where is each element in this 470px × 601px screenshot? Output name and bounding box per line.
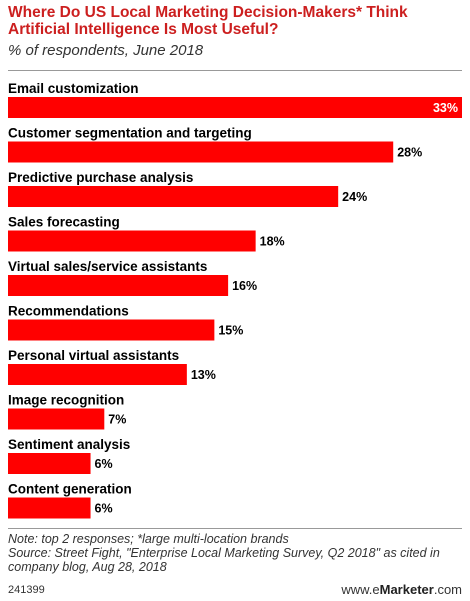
category-label: Sentiment analysis bbox=[8, 437, 130, 452]
bar bbox=[8, 141, 394, 163]
note-text: Note: top 2 responses; *large multi-loca… bbox=[8, 532, 289, 546]
bar bbox=[8, 230, 256, 252]
value-label: 13% bbox=[191, 368, 216, 382]
brand-suffix: .com bbox=[433, 582, 462, 597]
value-label: 28% bbox=[397, 146, 422, 160]
value-label: 24% bbox=[342, 190, 367, 204]
category-label: Recommendations bbox=[8, 304, 129, 319]
top-divider bbox=[8, 70, 462, 71]
category-label: Virtual sales/service assistants bbox=[8, 259, 207, 274]
value-label: 18% bbox=[260, 235, 285, 249]
value-label: 7% bbox=[108, 413, 126, 427]
bar bbox=[8, 319, 215, 341]
bar bbox=[8, 97, 462, 118]
bar bbox=[8, 497, 91, 519]
brand-name: Marketer bbox=[379, 582, 434, 597]
value-label: 33% bbox=[433, 101, 458, 115]
chart-notes: Note: top 2 responses; *large multi-loca… bbox=[8, 532, 464, 574]
bottom-divider bbox=[8, 528, 462, 529]
source-text: Source: Street Fight, "Enterprise Local … bbox=[8, 546, 440, 574]
category-label: Image recognition bbox=[8, 393, 124, 408]
bar-chart: Email customization 33% Customer segmentat… bbox=[8, 81, 462, 519]
bar bbox=[8, 453, 91, 474]
value-label: 15% bbox=[218, 324, 243, 338]
brand-logo: www.eMarketer.com bbox=[341, 582, 462, 597]
category-label: Personal virtual assistants bbox=[8, 348, 179, 363]
bar bbox=[8, 408, 105, 430]
bar bbox=[8, 275, 229, 296]
category-label: Predictive purchase analysis bbox=[8, 170, 193, 185]
brand-e: e bbox=[372, 582, 380, 597]
bar bbox=[8, 186, 339, 207]
category-label: Customer segmentation and targeting bbox=[8, 126, 252, 141]
category-label: Content generation bbox=[8, 482, 132, 497]
chart-subtitle: % of respondents, June 2018 bbox=[8, 42, 204, 59]
value-label: 16% bbox=[232, 279, 257, 293]
chart-id: 241399 bbox=[8, 584, 45, 596]
category-label: Email customization bbox=[8, 81, 139, 96]
category-label: Sales forecasting bbox=[8, 215, 120, 230]
brand-prefix: www. bbox=[341, 582, 373, 597]
chart-title: Where Do US Local Marketing Decision-Mak… bbox=[8, 4, 408, 38]
value-label: 6% bbox=[95, 502, 113, 516]
bar bbox=[8, 364, 187, 385]
value-label: 6% bbox=[95, 457, 113, 471]
